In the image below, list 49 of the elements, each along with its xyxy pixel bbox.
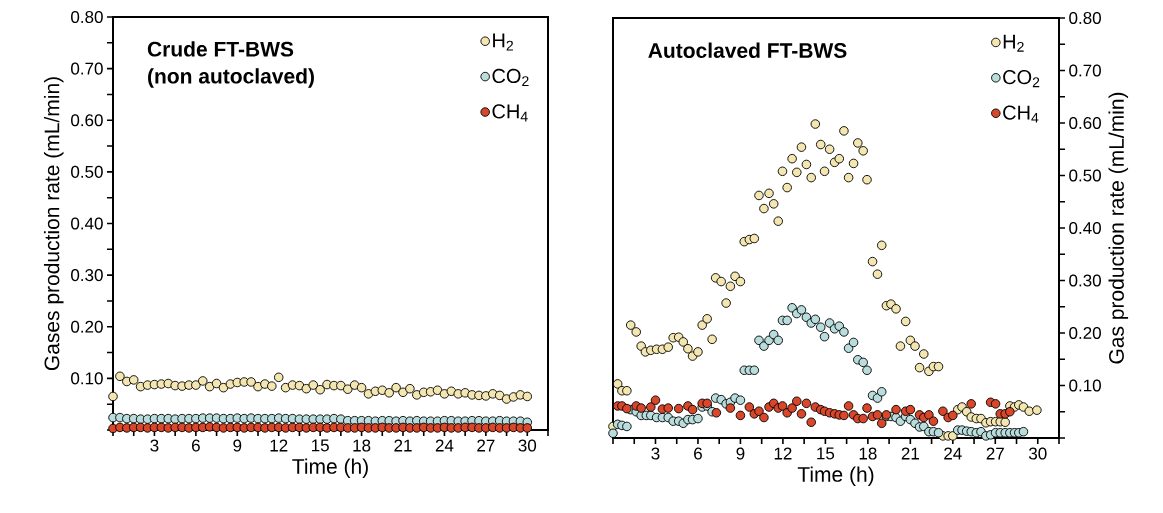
legend-label: CH$_{4}$ xyxy=(1003,105,1039,123)
x-tick-label: 24 xyxy=(435,439,454,452)
y2-tick-label: 0.10 xyxy=(1069,379,1101,392)
x-tick-label: 3 xyxy=(150,439,159,452)
x-tick-label: 18 xyxy=(859,447,877,460)
y-tick-label: 0.80 xyxy=(71,10,103,24)
y-tick-label: 0.40 xyxy=(71,217,103,230)
x-tick-label: 6 xyxy=(694,447,702,460)
x-tick-label: 15 xyxy=(312,439,329,452)
y-tick-label: 0.10 xyxy=(71,372,103,385)
x-tick-label: 3 xyxy=(651,447,660,460)
y2-tick-label: 0.40 xyxy=(1069,221,1101,235)
y2-tick-label: 0.80 xyxy=(1069,11,1101,25)
text: (non autoclaved) xyxy=(148,68,314,88)
text: Crude FT-BWS xyxy=(147,41,294,57)
x-tick-label: 30 xyxy=(518,439,537,452)
x-tick-label: 27 xyxy=(986,447,1004,460)
x-axis-title: Time (h) xyxy=(797,466,874,486)
legend-label: CO$_{2}$ xyxy=(1003,70,1040,88)
y2-tick-label: 0.50 xyxy=(1069,169,1101,182)
y2-axis-title: Gas production rate (mL/min) xyxy=(1108,92,1129,364)
y-tick-label: 0.30 xyxy=(71,269,103,282)
x-axis-title: Time (h) xyxy=(292,458,368,478)
x-tick-label: 27 xyxy=(477,439,495,452)
legend-label: CH$_{4}$ xyxy=(492,104,528,122)
x-tick-label: 21 xyxy=(901,447,919,460)
x-tick-label: 24 xyxy=(944,447,962,460)
x-tick-label: 9 xyxy=(233,439,242,452)
y2-tick-label: 0.30 xyxy=(1069,274,1101,287)
x-tick-label: 15 xyxy=(817,447,835,460)
y2-tick-label: 0.70 xyxy=(1069,64,1101,77)
y2-tick-label: 0.60 xyxy=(1069,116,1101,130)
x-tick-label: 30 xyxy=(1028,447,1047,460)
y-axis-title: Gases production rate (mL/min) xyxy=(43,77,64,371)
y-tick-label: 0.20 xyxy=(71,320,103,333)
x-tick-label: 12 xyxy=(270,439,288,452)
y-tick-label: 0.60 xyxy=(71,114,103,127)
x-tick-label: 21 xyxy=(394,439,412,452)
x-tick-label: 12 xyxy=(774,447,792,460)
legend-label: CO$_{2}$ xyxy=(492,68,529,86)
y-tick-label: 0.50 xyxy=(71,165,103,178)
y2-tick-label: 0.20 xyxy=(1069,326,1101,340)
text: Autoclaved FT-BWS xyxy=(648,42,847,58)
y-tick-label: 0.70 xyxy=(71,62,103,75)
legend-label: H$_{2}$ xyxy=(493,33,513,51)
x-tick-label: 6 xyxy=(192,439,200,452)
legend-label: H$_{2}$ xyxy=(1003,34,1024,52)
x-tick-label: 9 xyxy=(736,447,745,460)
x-tick-label: 18 xyxy=(353,439,371,452)
